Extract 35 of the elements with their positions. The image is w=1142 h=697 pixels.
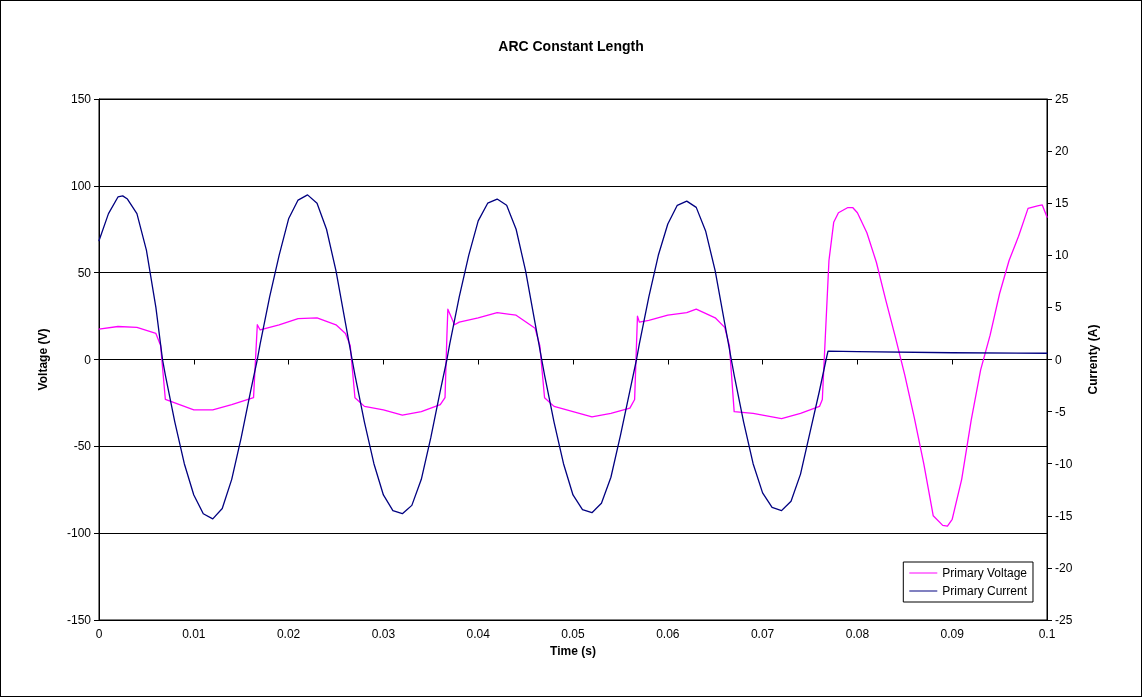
x-tick-label: 0.01 (182, 627, 206, 641)
y-tick-label: -100 (66, 526, 92, 541)
y2-tick-label: -15 (1055, 508, 1073, 523)
y2-tick-label: -25 (1055, 613, 1073, 627)
x-tick-label: 0.04 (466, 627, 491, 641)
chart-title: ARC Constant Length (498, 38, 644, 54)
y2-tick-label: 10 (1055, 248, 1069, 263)
x-tick-label: 0.07 (750, 627, 775, 641)
y-tick-label: -150 (66, 613, 92, 627)
legend-label: Primary Current (942, 584, 1028, 598)
y-tick-label: 0 (84, 352, 92, 367)
y2-tick-label: 20 (1055, 144, 1069, 159)
y-tick-label: 50 (77, 265, 92, 280)
y2-tick-label: -5 (1055, 404, 1066, 419)
x-tick-label: 0.1 (1038, 627, 1056, 641)
x-tick-label: 0.08 (845, 627, 870, 641)
x-tick-label: 0.09 (940, 627, 965, 641)
y2-tick-label: -10 (1055, 456, 1073, 471)
x-tick-label: 0 (95, 627, 103, 641)
x-tick-label: 0.03 (371, 627, 396, 641)
y2-tick-label: 0 (1055, 352, 1062, 367)
y2-axis-title: Currenty (A) (1086, 324, 1100, 395)
x-tick-label: 0.02 (276, 627, 301, 641)
y-axis-title: Voltage (V) (36, 328, 50, 391)
legend-label: Primary Voltage (942, 566, 1028, 580)
x-tick-label: 0.06 (656, 627, 680, 641)
y-tick-label: 100 (70, 178, 92, 193)
x-axis-title: Time (s) (550, 643, 596, 658)
y-tick-label: 150 (70, 92, 92, 106)
x-tick-label: 0.05 (561, 627, 585, 641)
y2-tick-label: 15 (1055, 196, 1069, 211)
y2-tick-label: 5 (1055, 300, 1062, 315)
y-tick-label: -50 (73, 439, 92, 454)
y2-tick-label: -20 (1055, 560, 1073, 575)
y2-tick-label: 25 (1055, 92, 1069, 106)
